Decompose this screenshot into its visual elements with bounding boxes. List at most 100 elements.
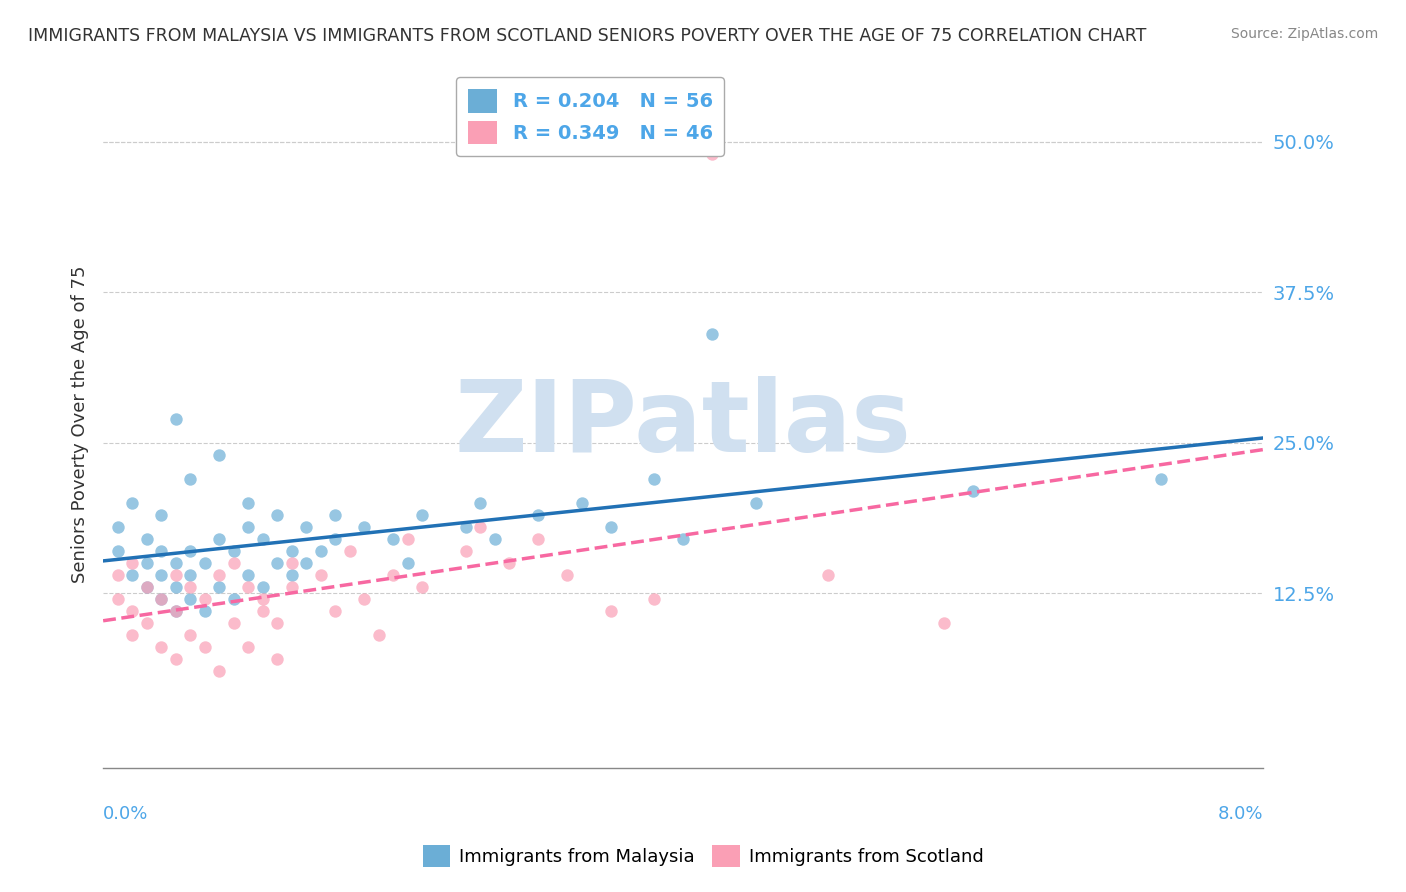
Legend: R = 0.204   N = 56, R = 0.349   N = 46: R = 0.204 N = 56, R = 0.349 N = 46: [456, 78, 724, 156]
Point: [236, 496, 259, 510]
Point: [280, 580, 302, 594]
Point: [672, 532, 695, 546]
Point: [484, 532, 506, 546]
Text: 0.0%: 0.0%: [103, 805, 149, 823]
Point: [323, 604, 346, 618]
Point: [222, 592, 245, 607]
Point: [744, 496, 766, 510]
Point: [179, 568, 201, 582]
Point: [643, 592, 665, 607]
Legend: Immigrants from Malaysia, Immigrants from Scotland: Immigrants from Malaysia, Immigrants fro…: [415, 838, 991, 874]
Point: [280, 556, 302, 570]
Point: [280, 568, 302, 582]
Point: [323, 508, 346, 522]
Point: [150, 508, 173, 522]
Point: [266, 556, 288, 570]
Point: [643, 472, 665, 486]
Point: [150, 640, 173, 655]
Text: Source: ZipAtlas.com: Source: ZipAtlas.com: [1230, 27, 1378, 41]
Point: [150, 544, 173, 558]
Text: 8.0%: 8.0%: [1218, 805, 1263, 823]
Point: [396, 556, 419, 570]
Point: [121, 604, 143, 618]
Point: [962, 483, 984, 498]
Point: [295, 556, 318, 570]
Point: [165, 604, 187, 618]
Point: [165, 556, 187, 570]
Point: [135, 556, 157, 570]
Point: [266, 616, 288, 631]
Point: [135, 616, 157, 631]
Point: [454, 544, 477, 558]
Text: ZIPatlas: ZIPatlas: [454, 376, 911, 473]
Point: [382, 568, 405, 582]
Point: [236, 520, 259, 534]
Point: [599, 520, 621, 534]
Point: [208, 448, 231, 462]
Point: [266, 508, 288, 522]
Point: [121, 556, 143, 570]
Point: [555, 568, 578, 582]
Point: [411, 508, 433, 522]
Point: [468, 496, 491, 510]
Point: [323, 532, 346, 546]
Point: [179, 472, 201, 486]
Point: [179, 628, 201, 642]
Point: [252, 580, 274, 594]
Point: [280, 544, 302, 558]
Point: [1150, 472, 1173, 486]
Point: [121, 628, 143, 642]
Point: [165, 604, 187, 618]
Point: [454, 520, 477, 534]
Point: [252, 592, 274, 607]
Point: [527, 508, 550, 522]
Point: [135, 532, 157, 546]
Point: [107, 544, 129, 558]
Point: [252, 532, 274, 546]
Point: [932, 616, 955, 631]
Point: [222, 544, 245, 558]
Point: [165, 568, 187, 582]
Point: [571, 496, 593, 510]
Point: [252, 604, 274, 618]
Point: [222, 556, 245, 570]
Point: [121, 496, 143, 510]
Point: [208, 532, 231, 546]
Point: [165, 652, 187, 666]
Point: [353, 520, 375, 534]
Point: [527, 532, 550, 546]
Point: [382, 532, 405, 546]
Point: [309, 544, 332, 558]
Point: [498, 556, 520, 570]
Y-axis label: Seniors Poverty Over the Age of 75: Seniors Poverty Over the Age of 75: [72, 266, 89, 583]
Point: [194, 592, 217, 607]
Point: [411, 580, 433, 594]
Point: [222, 616, 245, 631]
Point: [150, 592, 173, 607]
Point: [468, 520, 491, 534]
Point: [179, 592, 201, 607]
Point: [236, 568, 259, 582]
Point: [700, 146, 723, 161]
Point: [194, 640, 217, 655]
Point: [165, 411, 187, 425]
Point: [165, 580, 187, 594]
Point: [208, 580, 231, 594]
Point: [107, 592, 129, 607]
Point: [339, 544, 361, 558]
Point: [179, 544, 201, 558]
Point: [599, 604, 621, 618]
Point: [309, 568, 332, 582]
Point: [396, 532, 419, 546]
Point: [179, 580, 201, 594]
Point: [135, 580, 157, 594]
Point: [107, 568, 129, 582]
Point: [107, 520, 129, 534]
Point: [236, 580, 259, 594]
Point: [194, 556, 217, 570]
Point: [367, 628, 389, 642]
Point: [295, 520, 318, 534]
Point: [135, 580, 157, 594]
Point: [121, 568, 143, 582]
Point: [700, 327, 723, 342]
